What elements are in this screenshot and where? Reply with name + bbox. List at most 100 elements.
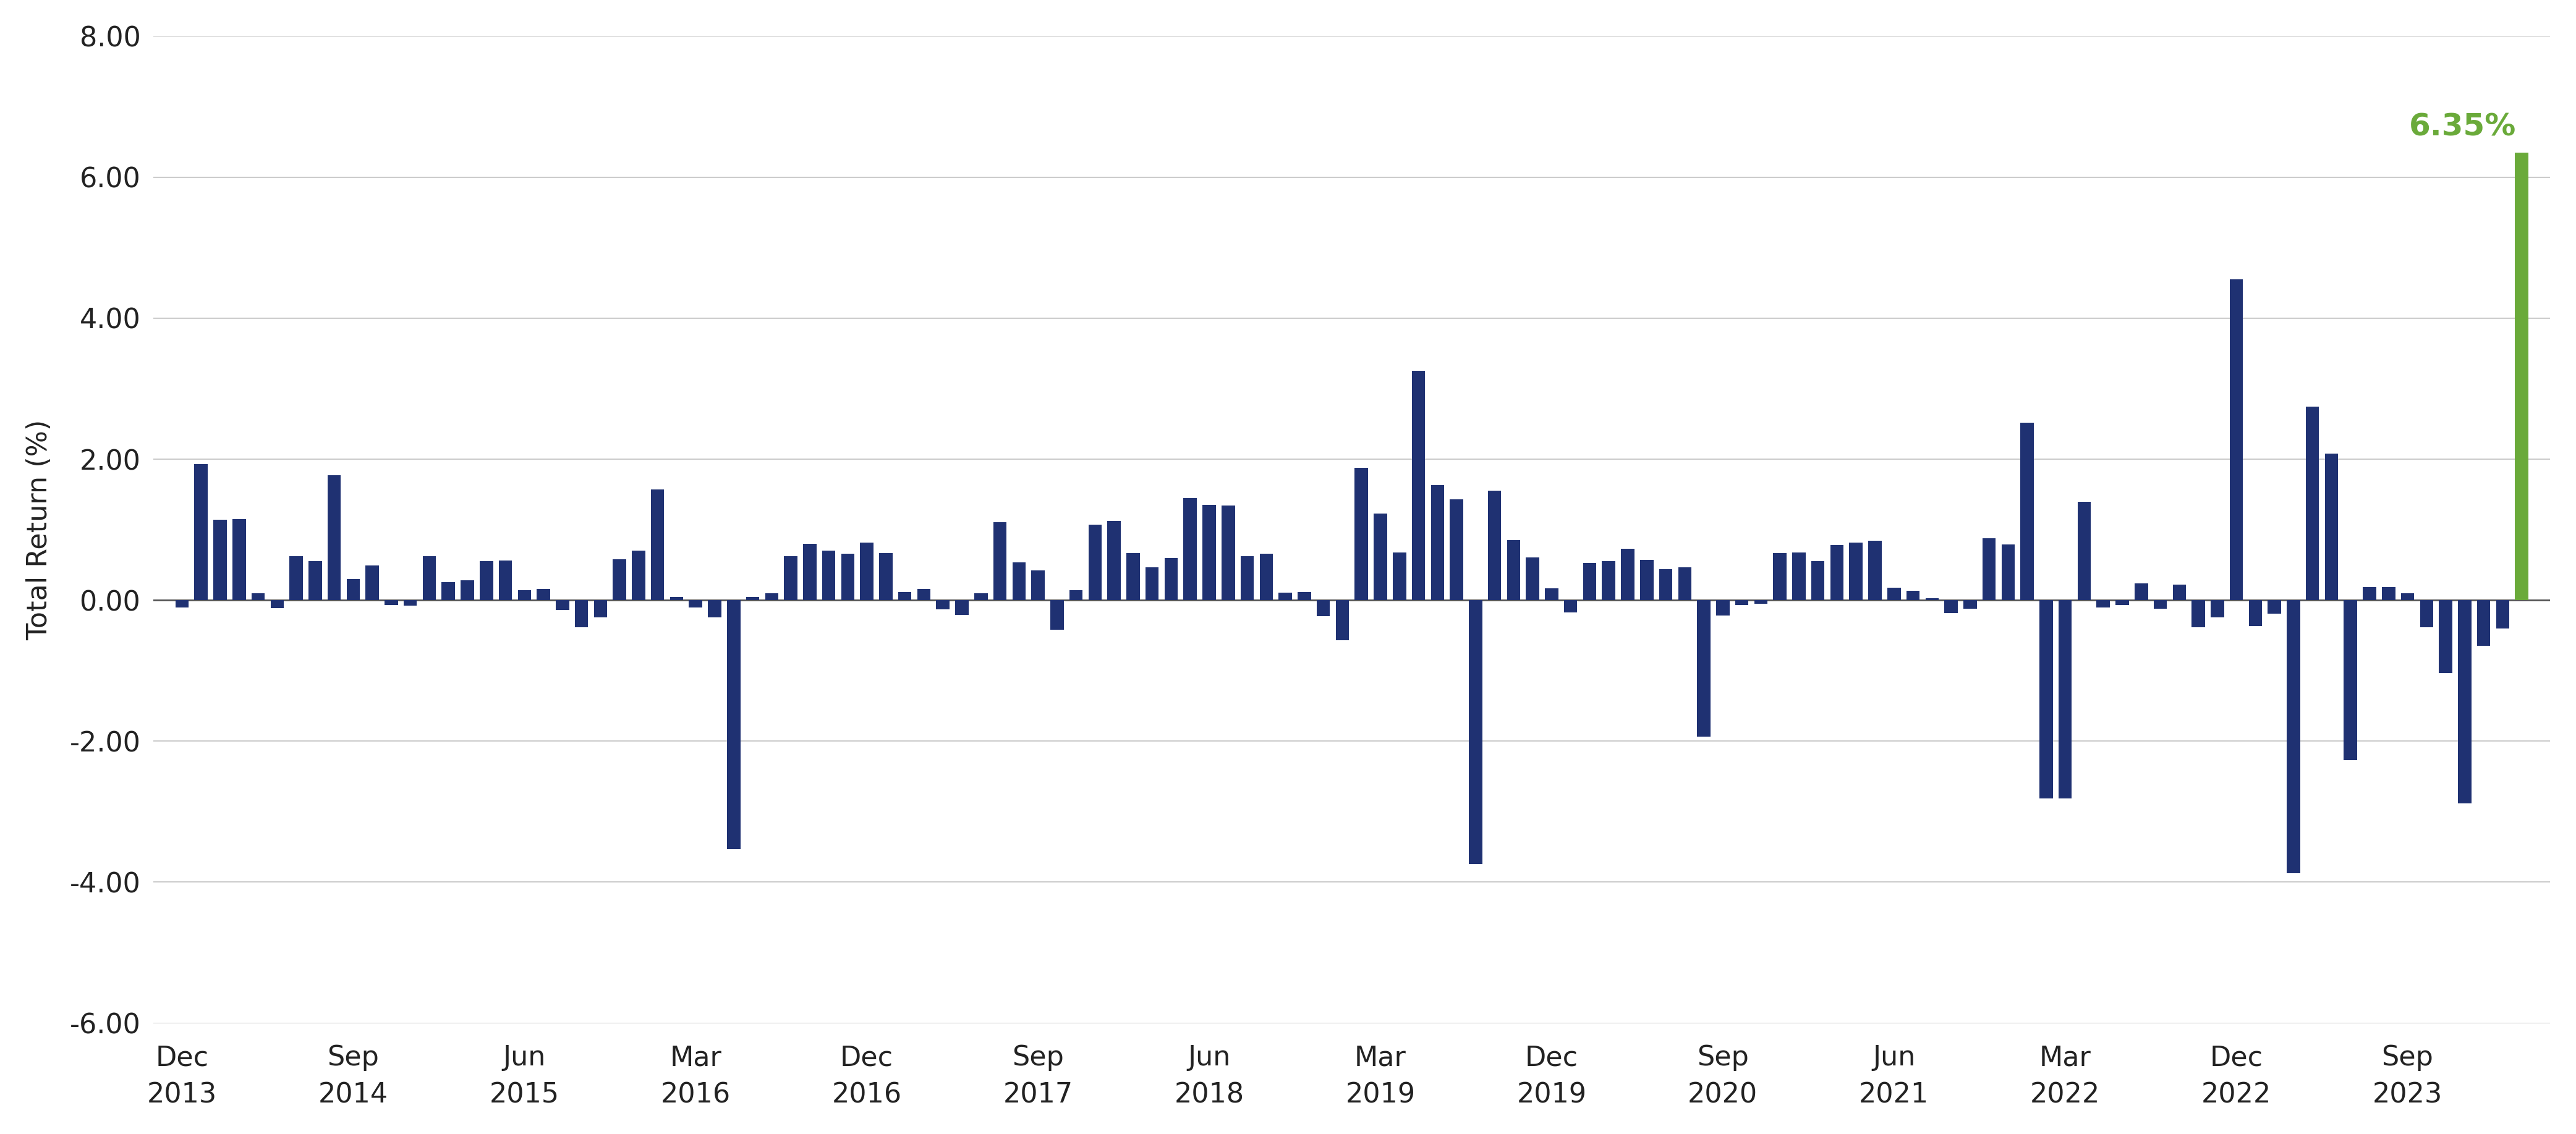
Bar [1242, 557, 1255, 600]
Bar [974, 593, 987, 600]
Bar [1868, 541, 1880, 600]
Bar [1754, 600, 1767, 603]
Y-axis label: Total Return (%): Total Return (%) [26, 420, 52, 640]
Bar [252, 593, 265, 600]
Bar [878, 553, 891, 600]
Bar [2344, 600, 2357, 760]
Bar [688, 600, 703, 607]
Bar [1564, 600, 1577, 612]
Bar [1963, 600, 1976, 609]
Bar [1051, 600, 1064, 629]
Bar [1832, 545, 1844, 600]
Bar [652, 490, 665, 600]
Bar [1450, 499, 1463, 600]
Bar [2267, 600, 2282, 613]
Bar [193, 464, 209, 600]
Bar [384, 600, 397, 606]
Bar [860, 542, 873, 600]
Bar [2210, 600, 2223, 617]
Bar [765, 593, 778, 600]
Bar [2040, 600, 2053, 798]
Bar [1811, 561, 1824, 600]
Bar [2154, 600, 2166, 609]
Bar [1337, 600, 1350, 641]
Bar [404, 600, 417, 606]
Bar [366, 566, 379, 600]
Bar [899, 592, 912, 600]
Bar [1394, 552, 1406, 600]
Bar [2097, 600, 2110, 607]
Bar [2002, 544, 2014, 600]
Bar [1772, 553, 1788, 600]
Bar [2514, 153, 2530, 600]
Bar [842, 553, 855, 600]
Bar [1984, 539, 1996, 600]
Bar [1620, 549, 1633, 600]
Bar [1698, 600, 1710, 737]
Bar [726, 600, 739, 849]
Bar [2478, 600, 2491, 646]
Bar [2306, 406, 2318, 600]
Bar [1012, 562, 1025, 600]
Bar [1888, 587, 1901, 600]
Bar [2362, 586, 2375, 600]
Bar [1182, 498, 1198, 600]
Bar [518, 591, 531, 600]
Bar [422, 557, 435, 600]
Bar [670, 596, 683, 600]
Bar [2496, 600, 2509, 628]
Bar [1525, 557, 1540, 600]
Bar [613, 559, 626, 600]
Bar [440, 582, 456, 600]
Bar [708, 600, 721, 617]
Bar [2172, 585, 2187, 600]
Bar [804, 544, 817, 600]
Bar [1716, 600, 1728, 616]
Bar [1641, 560, 1654, 600]
Bar [1108, 522, 1121, 600]
Bar [1736, 600, 1749, 606]
Bar [1373, 514, 1386, 600]
Bar [500, 560, 513, 600]
Bar [747, 596, 760, 600]
Bar [1924, 598, 1940, 600]
Bar [1584, 562, 1597, 600]
Bar [2439, 600, 2452, 672]
Bar [2287, 600, 2300, 873]
Bar [1221, 506, 1234, 600]
Bar [2383, 586, 2396, 600]
Bar [1298, 592, 1311, 600]
Bar [822, 551, 835, 600]
Bar [783, 557, 799, 600]
Bar [2136, 583, 2148, 600]
Bar [935, 600, 951, 609]
Text: 6.35%: 6.35% [2409, 112, 2517, 142]
Bar [214, 519, 227, 600]
Bar [917, 589, 930, 600]
Bar [1146, 567, 1159, 600]
Bar [1430, 485, 1445, 600]
Bar [289, 557, 304, 600]
Bar [1278, 592, 1293, 600]
Bar [1602, 561, 1615, 600]
Bar [2020, 423, 2035, 600]
Bar [1355, 467, 1368, 600]
Bar [270, 600, 283, 608]
Bar [956, 600, 969, 615]
Bar [2401, 593, 2414, 600]
Bar [1659, 569, 1672, 600]
Bar [2458, 600, 2470, 803]
Bar [1069, 591, 1082, 600]
Bar [1793, 552, 1806, 600]
Bar [1468, 600, 1481, 864]
Bar [1945, 600, 1958, 612]
Bar [2249, 600, 2262, 626]
Bar [2231, 279, 2244, 600]
Bar [1164, 558, 1177, 600]
Bar [2192, 600, 2205, 627]
Bar [479, 561, 492, 600]
Bar [574, 600, 587, 627]
Bar [1906, 591, 1919, 600]
Bar [1126, 553, 1139, 600]
Bar [595, 600, 608, 617]
